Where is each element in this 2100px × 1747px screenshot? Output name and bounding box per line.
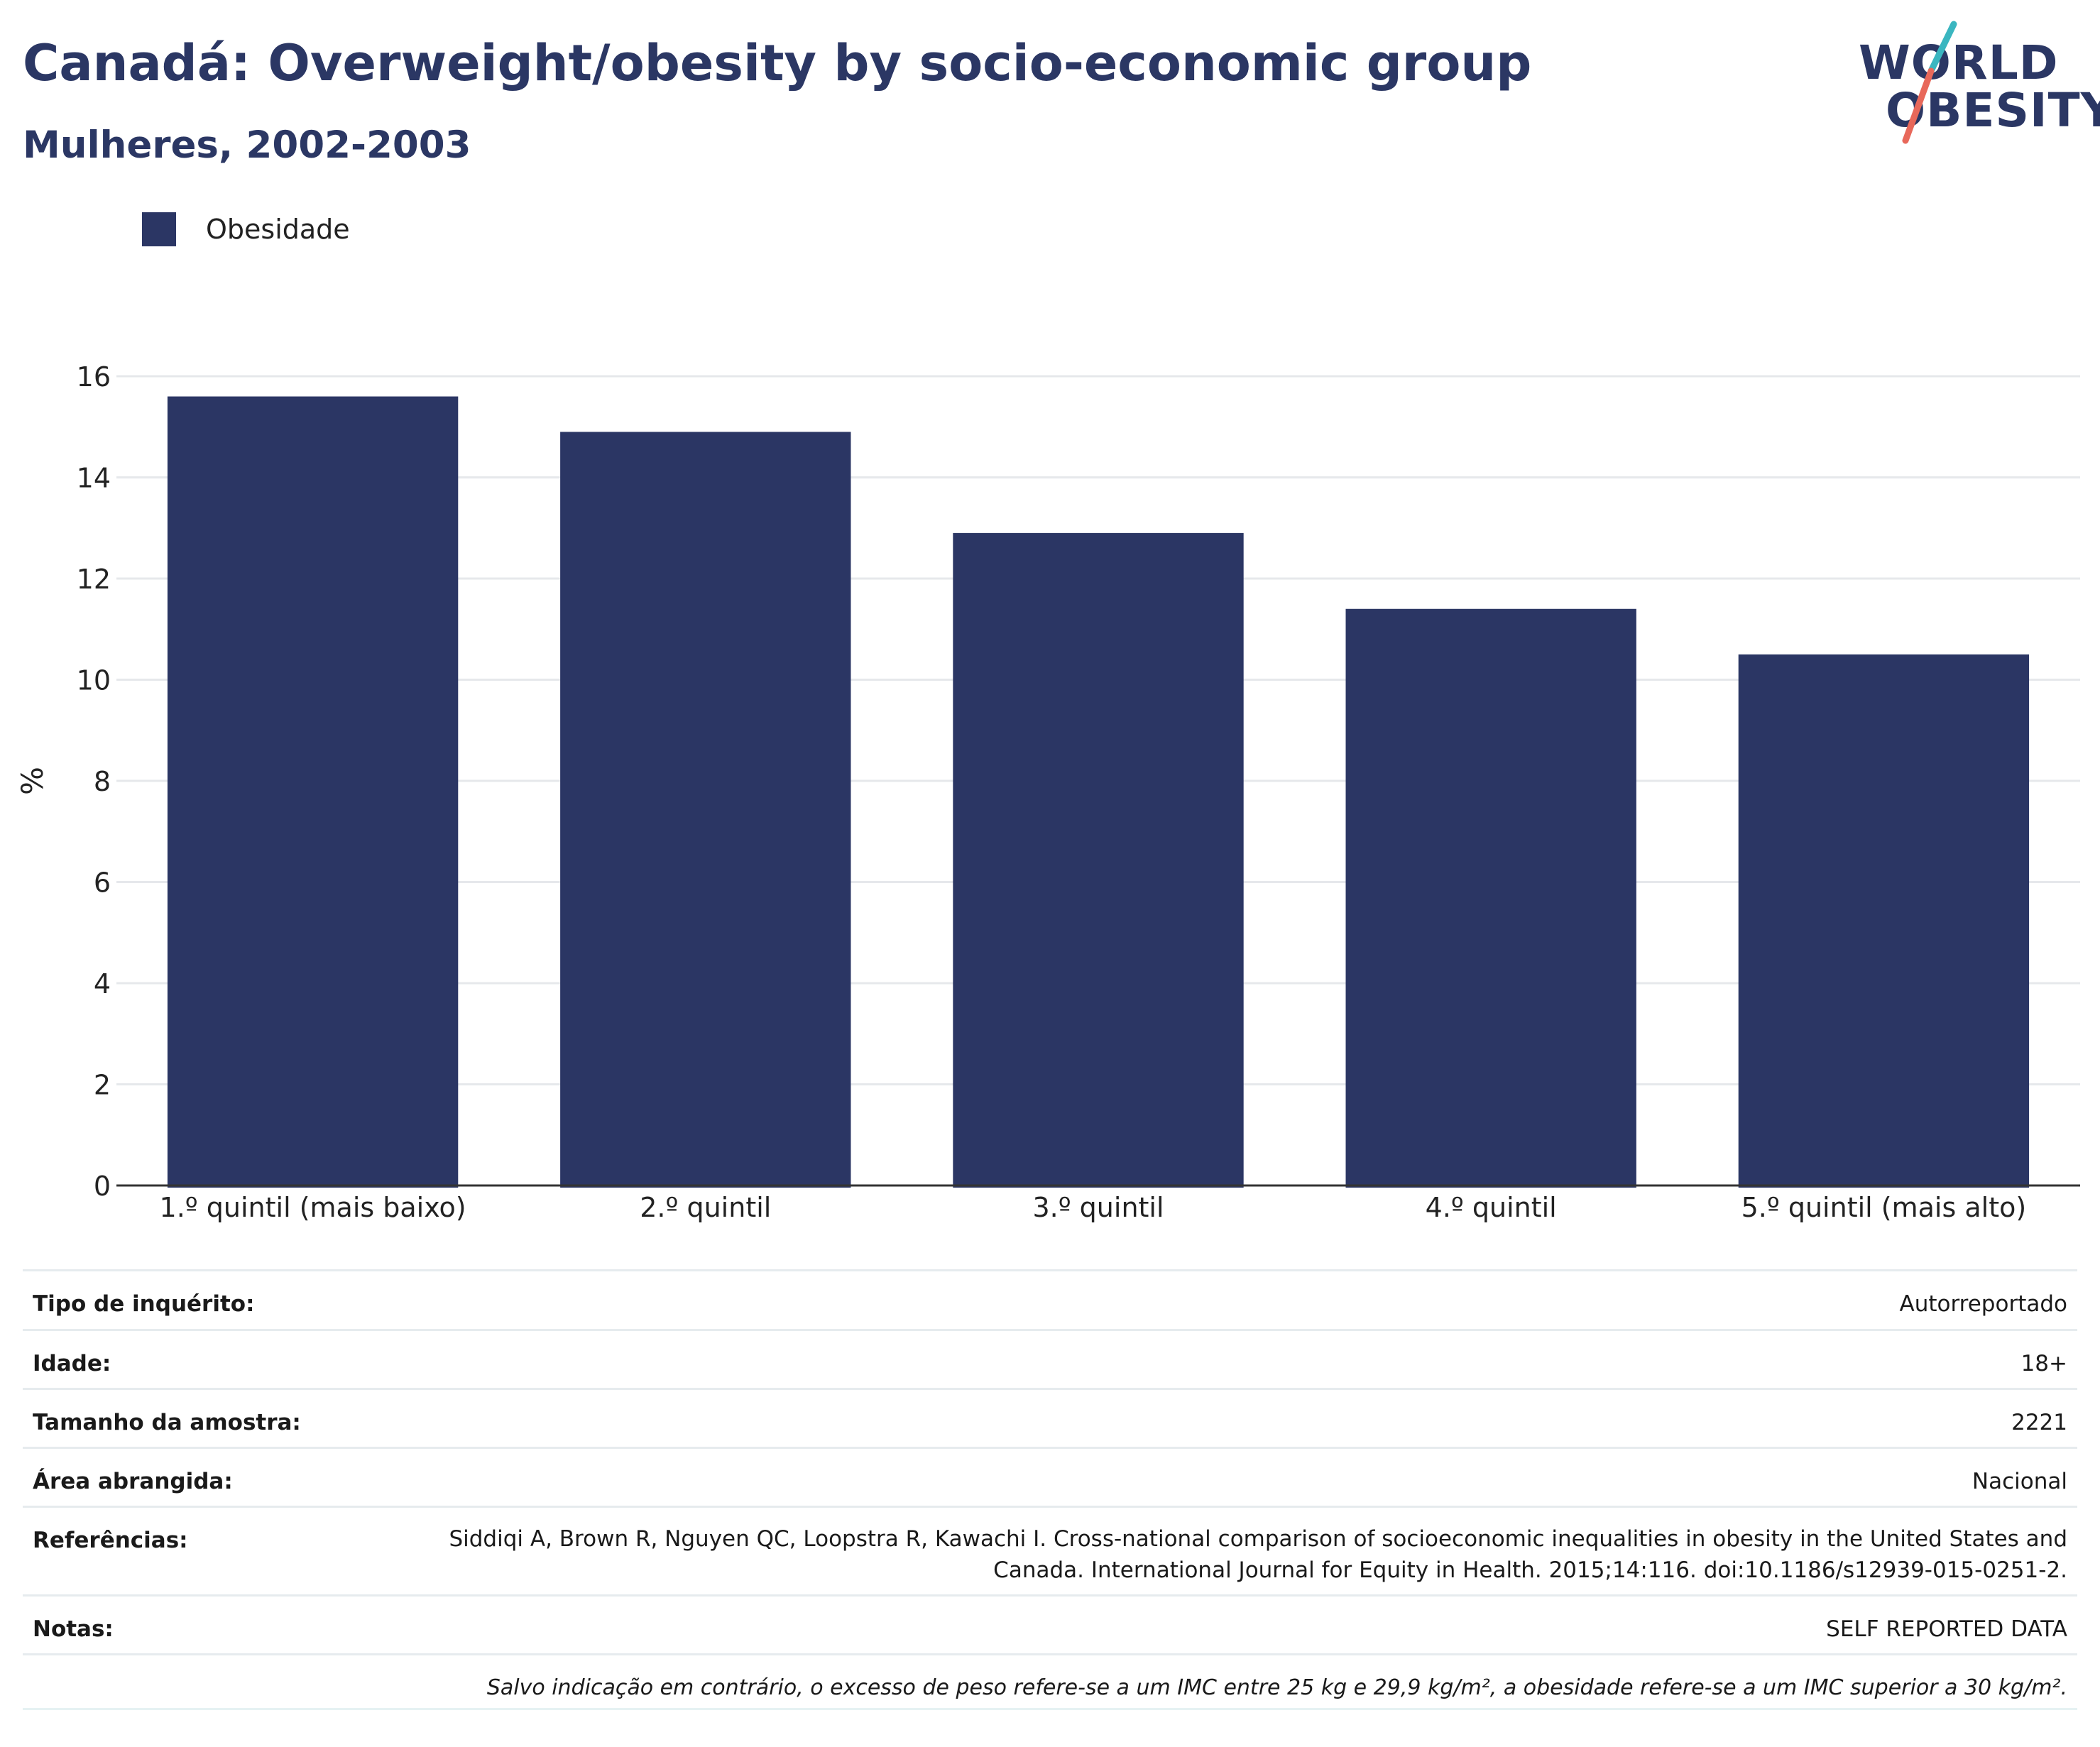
footnote: Salvo indicação em contrário, o excesso …: [486, 1675, 2067, 1700]
info-row-area: Área abrangida: Nacional: [23, 1447, 2077, 1506]
x-tick-label: 2.º quintil: [640, 1192, 771, 1223]
info-row-survey-type: Tipo de inquérito: Autorreportado: [23, 1269, 2077, 1329]
bar: [1345, 608, 1636, 1188]
info-label: Notas:: [33, 1616, 114, 1642]
x-tick-label: 1.º quintil (mais baixo): [160, 1192, 466, 1223]
info-value: Siddiqi A, Brown R, Nguyen QC, Loopstra …: [449, 1526, 2067, 1583]
y-tick-label: 0: [94, 1171, 111, 1202]
chart-subtitle: Mulheres, 2002-2003: [23, 124, 471, 167]
x-tick-label: 5.º quintil (mais alto): [1741, 1192, 2027, 1223]
info-row-age: Idade: 18+: [23, 1329, 2077, 1388]
bar: [167, 396, 459, 1188]
info-label: Referências:: [33, 1528, 188, 1553]
legend-label: Obesidade: [206, 214, 350, 245]
y-axis-label: %: [15, 767, 50, 795]
y-tick-label: 2: [94, 1070, 111, 1101]
info-label: Tipo de inquérito:: [33, 1291, 255, 1317]
bar: [1738, 654, 2030, 1188]
info-value: Nacional: [1972, 1469, 2067, 1494]
bar: [953, 532, 1244, 1188]
info-row-sample-size: Tamanho da amostra: 2221: [23, 1388, 2077, 1447]
legend-swatch: [142, 212, 176, 246]
y-tick-label: 4: [94, 968, 111, 1000]
info-row-references: Referências: Siddiqi A, Brown R, Nguyen …: [23, 1506, 2077, 1594]
y-tick-label: 16: [77, 361, 111, 393]
info-label: Tamanho da amostra:: [33, 1410, 301, 1435]
x-tick-label: 4.º quintil: [1426, 1192, 1557, 1223]
info-row-footnote: Salvo indicação em contrário, o excesso …: [23, 1653, 2077, 1710]
info-value: Autorreportado: [1899, 1291, 2068, 1317]
world-obesity-logo: WORLD OBESITY: [1853, 20, 2100, 148]
y-tick-label: 10: [77, 665, 111, 696]
info-value: 18+: [2020, 1351, 2067, 1376]
bar-chart: 0 2 4 6 8 10 12 14 16 1.º quintil (mais baixo) 2.…: [15, 361, 2080, 1223]
y-tick-label: 8: [94, 766, 111, 797]
info-value: 2221: [2011, 1410, 2067, 1435]
chart-legend: Obesidade: [142, 212, 350, 247]
metadata-table: Tipo de inquérito: Autorreportado Idade:…: [23, 1269, 2077, 1710]
logo-line-1: WORLD: [1859, 35, 2059, 90]
y-tick-label: 12: [77, 564, 111, 595]
y-tick-label: 6: [94, 867, 111, 899]
chart-title: Canadá: Overweight/obesity by socio-econ…: [23, 34, 1532, 92]
info-value: SELF REPORTED DATA: [1826, 1616, 2067, 1642]
logo-slash-icon: [1902, 21, 1957, 144]
info-label: Área abrangida:: [33, 1469, 233, 1494]
x-tick-label: 3.º quintil: [1032, 1192, 1164, 1223]
info-row-notes: Notas: SELF REPORTED DATA: [23, 1594, 2077, 1653]
info-label: Idade:: [33, 1351, 111, 1376]
y-tick-label: 14: [77, 463, 111, 494]
bar: [560, 432, 851, 1188]
